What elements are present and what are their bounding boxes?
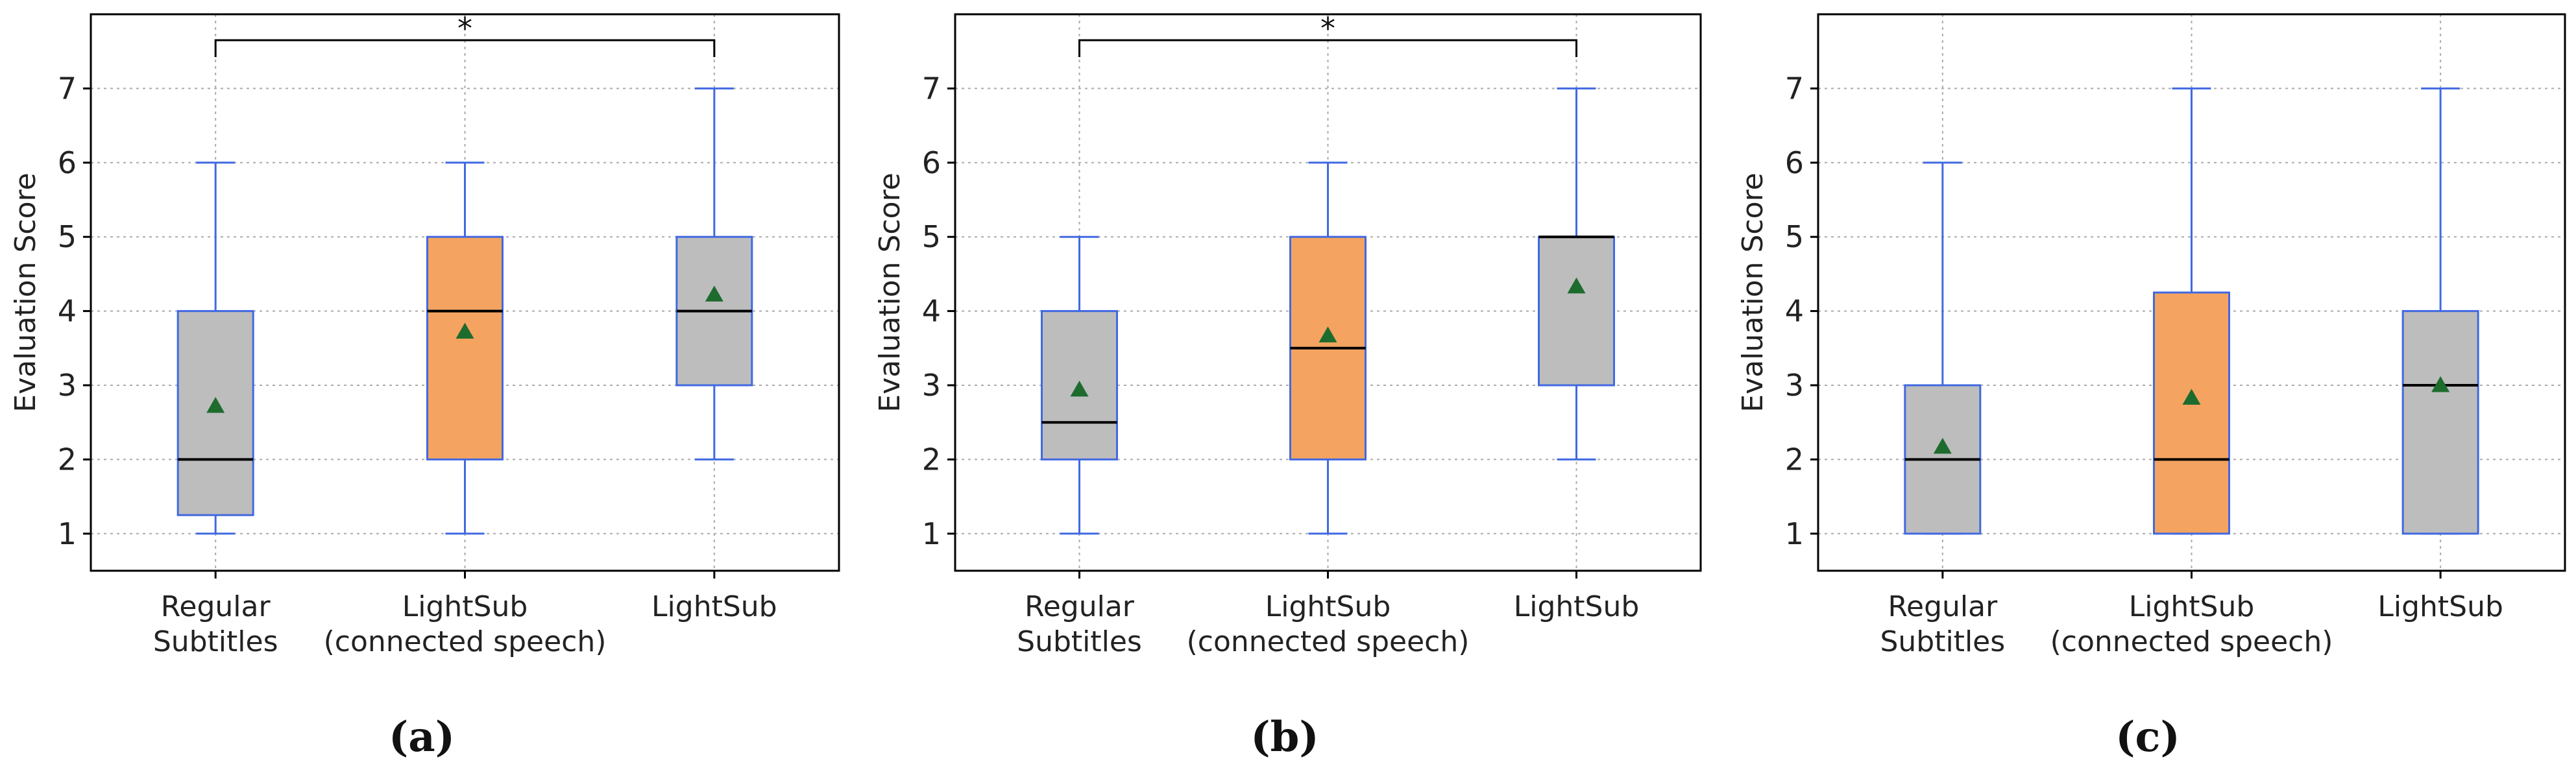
y-tick-label: 6 (58, 145, 77, 180)
box-body (1538, 235, 1615, 387)
y-tick-label: 1 (922, 516, 941, 551)
box-1 (1904, 161, 1982, 535)
category-label: LightSub (1265, 590, 1391, 623)
panel-label: (c) (2115, 713, 2180, 761)
y-axis-label: Evaluation Score (1736, 173, 1769, 412)
box-body (176, 310, 254, 516)
y-axis-label: Evaluation Score (873, 173, 906, 412)
y-tick-label: 3 (58, 368, 77, 403)
category-label: (connected speech) (1187, 625, 1470, 658)
y-tick-label: 7 (922, 71, 941, 106)
significance-label: * (457, 11, 472, 46)
y-tick-label: 1 (1785, 516, 1804, 551)
y-tick-label: 6 (1785, 145, 1804, 180)
box-1 (176, 161, 254, 535)
significance-label: * (1320, 11, 1335, 46)
category-label: Regular (161, 590, 271, 623)
category-label: LightSub (651, 590, 777, 623)
category-label: LightSub (2129, 590, 2255, 623)
y-tick-label: 4 (922, 294, 941, 329)
category-label: (connected speech) (2050, 625, 2333, 658)
y-tick-label: 5 (58, 219, 77, 254)
mean-marker (456, 322, 474, 339)
mean-marker (1318, 326, 1337, 342)
mean-marker (705, 285, 723, 302)
category-label: Regular (1888, 590, 1998, 623)
box-body (426, 235, 504, 460)
category-label: LightSub (402, 590, 528, 623)
box-1 (1041, 235, 1118, 535)
panel-label: (b) (1250, 713, 1318, 761)
y-tick-label: 4 (58, 294, 77, 329)
y-tick-label: 7 (1785, 71, 1804, 106)
mean-marker (2431, 376, 2450, 392)
y-tick-label: 2 (1785, 442, 1804, 477)
mean-marker (206, 397, 225, 413)
mean-marker (1567, 277, 1586, 294)
y-tick-label: 5 (922, 219, 941, 254)
y-tick-label: 2 (922, 442, 941, 477)
y-tick-label: 1 (58, 516, 77, 551)
box-3 (1538, 87, 1615, 460)
y-tick-label: 3 (1785, 368, 1804, 403)
category-label: LightSub (2377, 590, 2503, 623)
category-label: Subtitles (153, 625, 278, 658)
significance-bracket (1078, 39, 1577, 58)
category-label: (connected speech) (324, 625, 607, 658)
box-body (2401, 310, 2479, 535)
category-label: Subtitles (1017, 625, 1142, 658)
box-body (2153, 291, 2230, 535)
category-label: LightSub (1514, 590, 1640, 623)
y-tick-label: 2 (58, 442, 77, 477)
panel-label: (a) (389, 713, 455, 761)
box-2 (2153, 87, 2230, 535)
y-tick-label: 3 (922, 368, 941, 403)
significance-bracket (214, 39, 716, 58)
mean-marker (1933, 437, 1952, 454)
y-axis-label: Evaluation Score (9, 173, 42, 412)
box-3 (675, 87, 753, 460)
box-2 (426, 161, 504, 535)
box-3 (2401, 87, 2479, 535)
category-label: Subtitles (1880, 625, 2005, 658)
y-tick-label: 7 (58, 71, 77, 106)
mean-marker (1070, 380, 1089, 397)
mean-marker (2182, 388, 2201, 405)
category-label: Regular (1025, 590, 1135, 623)
y-tick-label: 6 (922, 145, 941, 180)
box-2 (1289, 161, 1367, 535)
y-tick-label: 5 (1785, 219, 1804, 254)
y-tick-label: 4 (1785, 294, 1804, 329)
